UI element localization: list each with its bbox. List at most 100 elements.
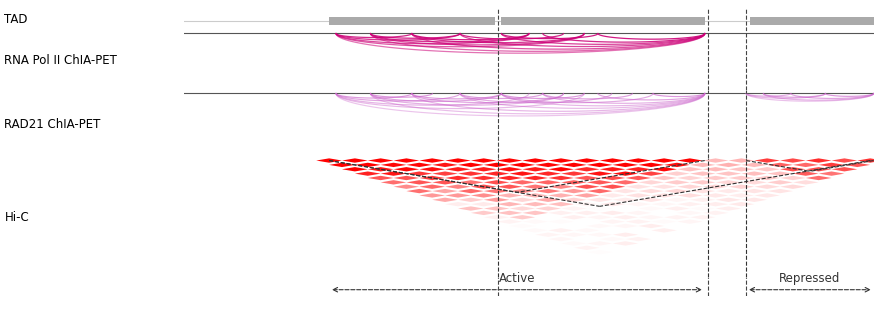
Polygon shape	[367, 176, 393, 180]
Polygon shape	[574, 202, 599, 206]
Polygon shape	[805, 167, 831, 171]
Polygon shape	[574, 184, 599, 189]
Bar	[501, 17, 704, 25]
Polygon shape	[728, 202, 753, 206]
Polygon shape	[547, 184, 574, 189]
Polygon shape	[419, 193, 445, 197]
Polygon shape	[522, 193, 547, 197]
Polygon shape	[458, 197, 483, 202]
Polygon shape	[535, 163, 560, 167]
Polygon shape	[522, 211, 547, 215]
Polygon shape	[702, 202, 728, 206]
Polygon shape	[381, 171, 406, 176]
Polygon shape	[638, 189, 663, 193]
Polygon shape	[522, 219, 547, 224]
Polygon shape	[624, 193, 651, 197]
Polygon shape	[817, 171, 844, 176]
Polygon shape	[663, 206, 689, 211]
Polygon shape	[574, 228, 599, 232]
Polygon shape	[354, 163, 381, 167]
Polygon shape	[689, 206, 715, 211]
Polygon shape	[624, 211, 651, 215]
Polygon shape	[715, 197, 740, 202]
Polygon shape	[638, 224, 663, 228]
Polygon shape	[574, 211, 599, 215]
Polygon shape	[612, 180, 638, 184]
Polygon shape	[547, 167, 574, 171]
Polygon shape	[651, 219, 676, 224]
Polygon shape	[586, 241, 612, 246]
Polygon shape	[779, 184, 805, 189]
Polygon shape	[547, 211, 574, 215]
Polygon shape	[560, 163, 586, 167]
Polygon shape	[470, 184, 496, 189]
Polygon shape	[406, 171, 431, 176]
Polygon shape	[638, 197, 663, 202]
Polygon shape	[624, 219, 651, 224]
Polygon shape	[779, 158, 805, 163]
Polygon shape	[560, 171, 586, 176]
Polygon shape	[753, 184, 779, 189]
Polygon shape	[547, 219, 574, 224]
Polygon shape	[844, 163, 869, 167]
Polygon shape	[831, 158, 856, 163]
Polygon shape	[470, 167, 496, 171]
Polygon shape	[509, 224, 535, 228]
Polygon shape	[663, 180, 689, 184]
Polygon shape	[393, 167, 419, 171]
Polygon shape	[624, 184, 651, 189]
Polygon shape	[728, 176, 753, 180]
Polygon shape	[612, 224, 638, 228]
Polygon shape	[715, 189, 740, 193]
Polygon shape	[702, 184, 728, 189]
Polygon shape	[560, 206, 586, 211]
Polygon shape	[689, 180, 715, 184]
Polygon shape	[522, 176, 547, 180]
Polygon shape	[612, 215, 638, 219]
Polygon shape	[676, 158, 702, 163]
Polygon shape	[753, 176, 779, 180]
Polygon shape	[740, 163, 766, 167]
Polygon shape	[586, 206, 612, 211]
Polygon shape	[624, 176, 651, 180]
Polygon shape	[367, 167, 393, 171]
Polygon shape	[470, 193, 496, 197]
Polygon shape	[651, 228, 676, 232]
Polygon shape	[586, 180, 612, 184]
Polygon shape	[522, 167, 547, 171]
Polygon shape	[458, 206, 483, 211]
Polygon shape	[740, 180, 766, 184]
Polygon shape	[393, 176, 419, 180]
Polygon shape	[805, 176, 831, 180]
Polygon shape	[445, 193, 470, 197]
Polygon shape	[509, 171, 535, 176]
Polygon shape	[458, 189, 483, 193]
Polygon shape	[766, 180, 792, 184]
Polygon shape	[381, 163, 406, 167]
Polygon shape	[522, 158, 547, 163]
Polygon shape	[728, 184, 753, 189]
Polygon shape	[483, 163, 509, 167]
Polygon shape	[496, 211, 522, 215]
Polygon shape	[676, 211, 702, 215]
Polygon shape	[329, 163, 354, 167]
Polygon shape	[342, 167, 367, 171]
Polygon shape	[431, 197, 458, 202]
Polygon shape	[676, 219, 702, 224]
Polygon shape	[406, 163, 431, 167]
Polygon shape	[342, 158, 367, 163]
Polygon shape	[651, 202, 676, 206]
Polygon shape	[483, 215, 509, 219]
Polygon shape	[715, 180, 740, 184]
Polygon shape	[496, 158, 522, 163]
Polygon shape	[431, 189, 458, 193]
Polygon shape	[612, 197, 638, 202]
Polygon shape	[728, 167, 753, 171]
Polygon shape	[599, 211, 624, 215]
Polygon shape	[381, 180, 406, 184]
Polygon shape	[702, 211, 728, 215]
Polygon shape	[586, 163, 612, 167]
Polygon shape	[624, 158, 651, 163]
Polygon shape	[676, 176, 702, 180]
Polygon shape	[470, 158, 496, 163]
